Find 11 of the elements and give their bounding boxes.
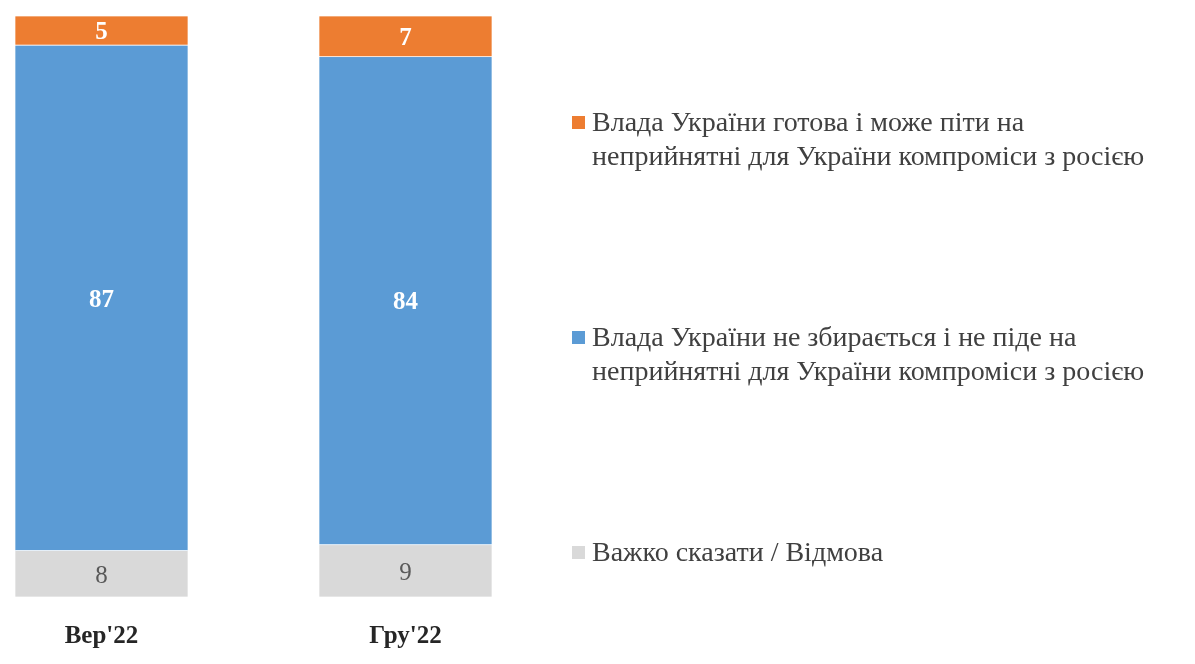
data-label: 8: [95, 560, 108, 588]
text: Влада України не збирається і не піде на неприйнятні для України компроміси з росією: [592, 321, 1145, 386]
data-label: 87: [89, 284, 114, 312]
legend-label: Влада України готова і може піти на неприйнятні для України компроміси з росією: [592, 106, 1145, 171]
data-label: 7: [399, 23, 412, 51]
data-label: 84: [393, 287, 419, 315]
data-label: 9: [399, 557, 412, 585]
x-tick-label: Гру'22: [369, 621, 442, 648]
data-label: 5: [95, 17, 108, 45]
legend-label: Важко сказати / Відмова: [592, 536, 884, 567]
x-tick-label: Вер'22: [64, 621, 139, 648]
